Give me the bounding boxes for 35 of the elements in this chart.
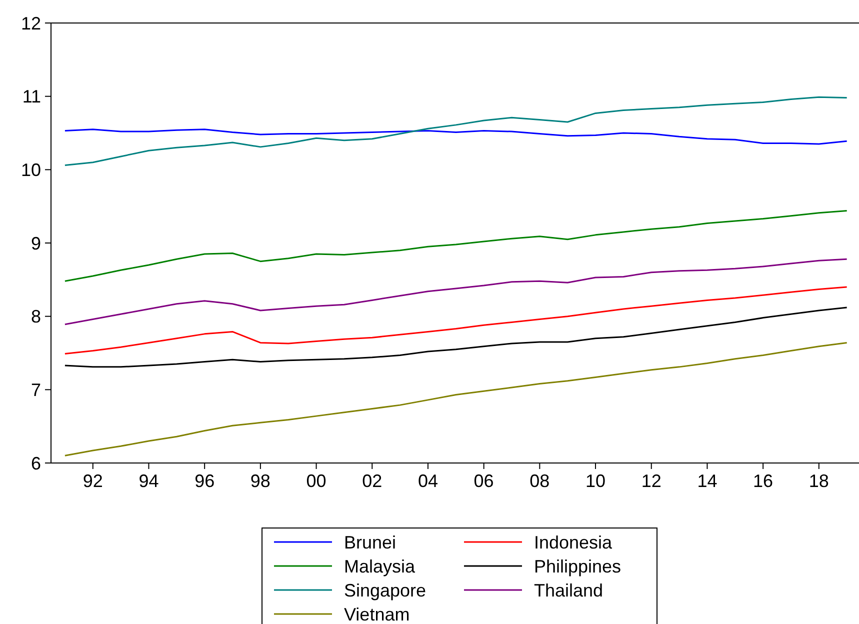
x-tick-label: 02: [362, 471, 382, 491]
legend-label: Philippines: [534, 556, 622, 576]
legend-label: Malaysia: [344, 556, 416, 576]
x-tick-label: 18: [808, 471, 829, 491]
x-tick-label: 00: [306, 471, 326, 491]
x-tick-label: 94: [138, 471, 159, 491]
legend-label: Indonesia: [534, 532, 614, 552]
legend-label: Vietnam: [344, 604, 410, 624]
x-tick-label: 98: [250, 471, 270, 491]
y-tick-label: 8: [30, 306, 41, 327]
y-tick-label: 7: [30, 380, 41, 400]
legend-label: Singapore: [344, 580, 426, 600]
x-tick-label: 06: [474, 471, 494, 491]
legend-label: Thailand: [534, 580, 604, 600]
y-tick-label: 11: [22, 86, 41, 107]
y-tick-label: 12: [20, 13, 41, 34]
line-series: [64, 342, 848, 456]
line-series: [64, 306, 848, 368]
y-tick-label: 9: [30, 233, 41, 254]
x-tick-label: 92: [82, 471, 103, 491]
x-tick-label: 10: [586, 471, 606, 491]
line-series: [64, 210, 848, 282]
legend-label: Brunei: [344, 532, 396, 552]
line-series: [64, 286, 848, 354]
line-series: [64, 258, 848, 326]
y-tick-label: 10: [20, 160, 41, 180]
x-tick-label: 12: [641, 471, 662, 491]
x-tick-label: 14: [697, 471, 718, 491]
x-tick-label: 16: [753, 471, 774, 491]
x-tick-label: 04: [418, 471, 438, 491]
x-tick-label: 96: [194, 471, 215, 491]
x-tick-label: 08: [530, 471, 550, 491]
y-tick-label: 6: [30, 453, 41, 474]
line-series: [64, 128, 848, 145]
line-series: [64, 96, 848, 166]
